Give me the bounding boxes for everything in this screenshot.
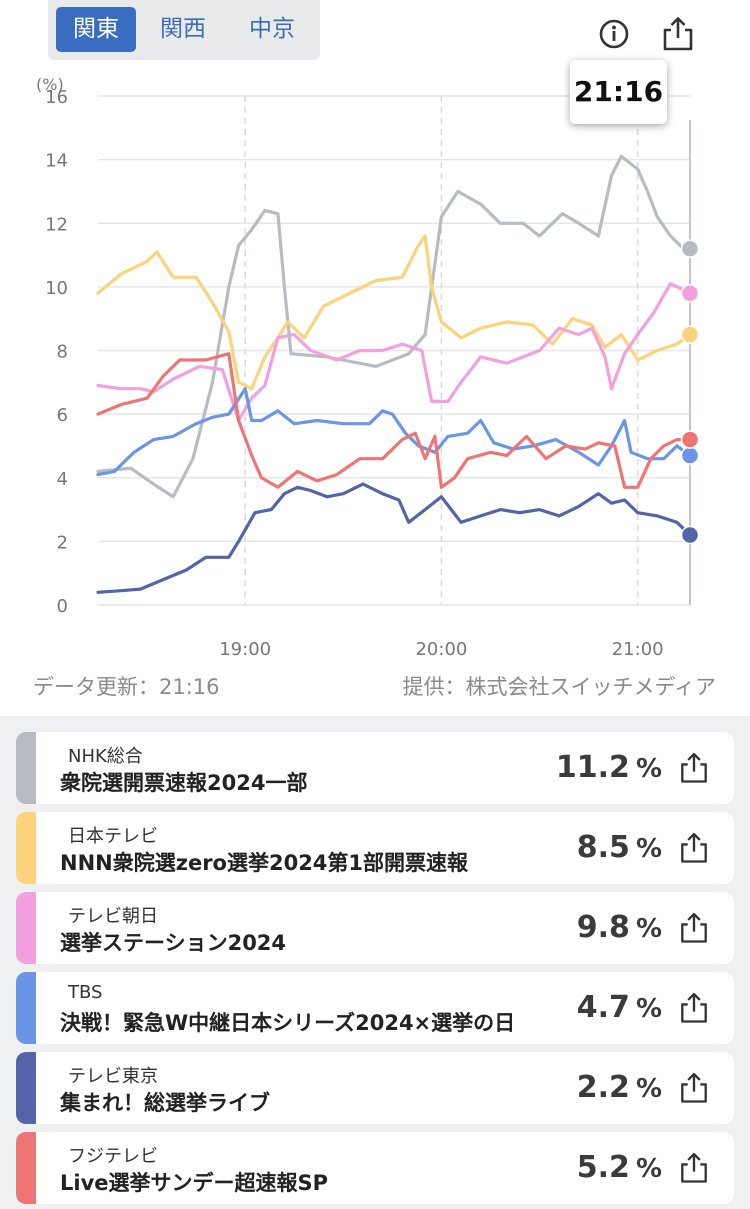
channel-row[interactable]: テレビ東京集まれ！総選挙ライブ 2.2%	[16, 1052, 734, 1124]
data-update-time: データ更新：21:16	[33, 675, 220, 699]
share-icon[interactable]	[676, 990, 712, 1026]
channel-color-stripe	[16, 1132, 36, 1204]
rating-unit: %	[635, 1074, 662, 1104]
series-line	[96, 352, 692, 489]
rating-value: 2.2%	[577, 1070, 662, 1105]
share-icon[interactable]	[676, 830, 712, 866]
share-icon[interactable]	[676, 910, 712, 946]
tab-kansai[interactable]: 関西	[160, 16, 206, 42]
channel-list: NHK総合衆院選開票速報2024一部 11.2% 日本テレビ NNN衆院選zero選挙…	[0, 716, 750, 1209]
share-icon[interactable]	[676, 1150, 712, 1186]
channel-color-stripe	[16, 812, 36, 884]
x-tick-label: 21:00	[612, 639, 664, 660]
rating-number: 4.7	[576, 990, 630, 1025]
rating-unit: %	[635, 1154, 662, 1184]
rating-unit: %	[635, 914, 662, 944]
y-tick-label: 0	[57, 596, 68, 617]
channel-row[interactable]: NHK総合衆院選開票速報2024一部 11.2%	[16, 732, 734, 804]
channel-name: テレビ東京	[68, 1066, 158, 1087]
rating-value: 9.8%	[577, 910, 662, 945]
channel-name: TBS	[68, 982, 103, 1003]
program-title: NNN衆院選zero選挙2024第1部開票速報	[60, 851, 469, 875]
series-end-marker	[680, 525, 700, 545]
channel-name: NHK総合	[68, 746, 143, 767]
rating-value: 11.2%	[556, 750, 662, 785]
rating-number: 9.8	[576, 910, 630, 945]
channel-name: フジテレビ	[68, 1146, 158, 1167]
y-tick-label: 8	[57, 342, 68, 363]
y-tick-label: 10	[45, 278, 68, 299]
y-tick-label: 2	[57, 532, 68, 553]
series-end-marker	[680, 325, 700, 344]
series-line	[96, 482, 692, 594]
series-line	[96, 154, 692, 499]
tab-kanto[interactable]: 関東	[56, 7, 136, 52]
series-end-marker	[680, 239, 700, 258]
rating-value: 4.7%	[577, 990, 662, 1025]
channel-row[interactable]: 日本テレビ NNN衆院選zero選挙2024第1部開票速報 8.5%	[16, 812, 734, 884]
x-tick-label: 20:00	[415, 639, 467, 660]
channel-name: 日本テレビ	[68, 826, 158, 847]
channel-color-stripe	[16, 732, 36, 804]
ratings-chart: 0 2 4 6 8 10 12 14 16(%) 19:00 20:00 21:00	[36, 75, 700, 660]
rating-unit: %	[635, 754, 662, 784]
rating-number: 5.2	[576, 1150, 630, 1185]
channel-color-stripe	[16, 892, 36, 964]
channel-row[interactable]: フジテレビ Live選挙サンデー超速報SP 5.2%	[16, 1132, 734, 1204]
series-end-marker	[680, 446, 700, 465]
rating-number: 2.2	[576, 1070, 630, 1105]
program-title: 決戦！緊急W中継日本シリーズ2024×選挙の日	[60, 1011, 516, 1035]
region-tabs: 関東 関西 中京	[48, 0, 320, 60]
series-line	[96, 234, 692, 391]
data-provider: 提供：株式会社スイッチメディア	[402, 675, 716, 699]
y-tick-label: 16	[45, 87, 68, 108]
rating-unit: %	[635, 834, 662, 864]
share-icon[interactable]	[658, 14, 698, 54]
rating-unit: %	[635, 994, 662, 1024]
y-tick-label: 12	[45, 214, 68, 235]
channel-row[interactable]: TBS 決戦！緊急W中継日本シリーズ2024×選挙の日 4.7%	[16, 972, 734, 1044]
rating-value: 5.2%	[577, 1150, 662, 1185]
series-end-marker	[680, 283, 700, 303]
series-line	[96, 282, 692, 423]
cursor-time-tooltip: 21:16	[570, 60, 667, 124]
channel-row[interactable]: テレビ朝日選挙ステーション2024 9.8%	[16, 892, 734, 964]
y-axis-label: (%)	[36, 75, 64, 94]
y-tick-label: 4	[57, 469, 68, 490]
share-icon[interactable]	[676, 1070, 712, 1106]
program-title: 集まれ！総選挙ライブ	[60, 1091, 270, 1115]
rating-value: 8.5%	[577, 830, 662, 865]
channel-name: テレビ朝日	[68, 906, 158, 927]
rating-number: 11.2	[555, 750, 630, 785]
share-icon[interactable]	[676, 750, 712, 786]
channel-color-stripe	[16, 1052, 36, 1124]
program-title: 選挙ステーション2024	[60, 931, 287, 955]
program-title: 衆院選開票速報2024一部	[60, 771, 308, 795]
info-icon[interactable]	[594, 14, 634, 54]
rating-number: 8.5	[576, 830, 630, 865]
series-line	[96, 387, 692, 477]
series-end-marker	[680, 430, 700, 449]
program-title: Live選挙サンデー超速報SP	[60, 1171, 329, 1195]
x-tick-label: 19:00	[219, 639, 271, 660]
tab-chukyo[interactable]: 中京	[249, 16, 295, 42]
y-tick-label: 6	[57, 405, 68, 426]
y-tick-label: 14	[45, 151, 68, 172]
channel-color-stripe	[16, 972, 36, 1044]
